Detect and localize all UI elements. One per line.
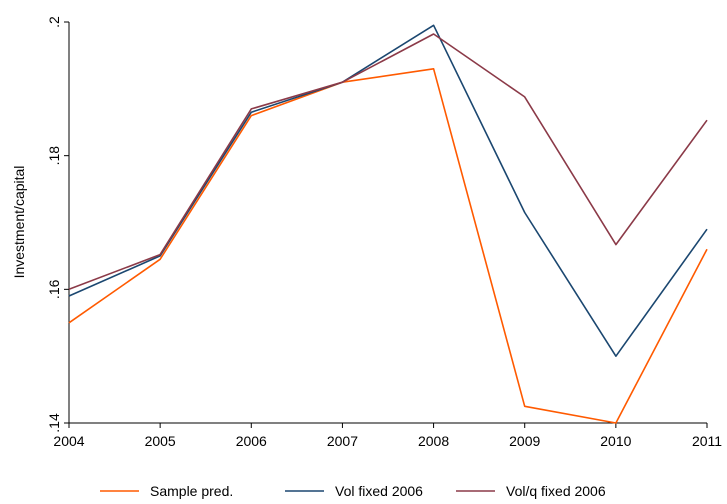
- series-layer: [68, 24, 708, 424]
- legend-label: Sample pred.: [150, 483, 233, 499]
- legend-label: Vol fixed 2006: [335, 483, 423, 499]
- y-tick-label: .18: [46, 146, 62, 166]
- x-tick-label: 2010: [600, 433, 631, 449]
- x-tick-label: 2006: [236, 433, 267, 449]
- x-tick-label: 2011: [692, 433, 722, 449]
- x-tick-label: 2005: [145, 433, 176, 449]
- series-line-1: [68, 68, 708, 424]
- y-tick-label: .16: [46, 279, 62, 299]
- x-tick-label: 2007: [327, 433, 358, 449]
- series-line-2: [68, 24, 708, 358]
- legend: Sample pred. Vol fixed 2006 Vol/q fixed 20…: [100, 483, 606, 499]
- legend-label: Vol/q fixed 2006: [506, 483, 606, 499]
- x-tick-label: 2008: [418, 433, 449, 449]
- y-tick-label: .14: [46, 413, 62, 433]
- x-ticks: 2004 2005 2006 2007 2008 2009 2010 2011: [53, 423, 722, 449]
- y-tick-label: .2: [46, 16, 62, 28]
- series-line-3: [68, 33, 708, 291]
- y-axis-title: Investment/capital: [11, 166, 27, 279]
- x-tick-label: 2009: [509, 433, 540, 449]
- axes: 2004 2005 2006 2007 2008 2009 2010 2011 .14 .16.…: [11, 16, 722, 449]
- x-tick-label: 2004: [53, 433, 84, 449]
- y-ticks: .14 .16 .18 .2: [46, 16, 69, 433]
